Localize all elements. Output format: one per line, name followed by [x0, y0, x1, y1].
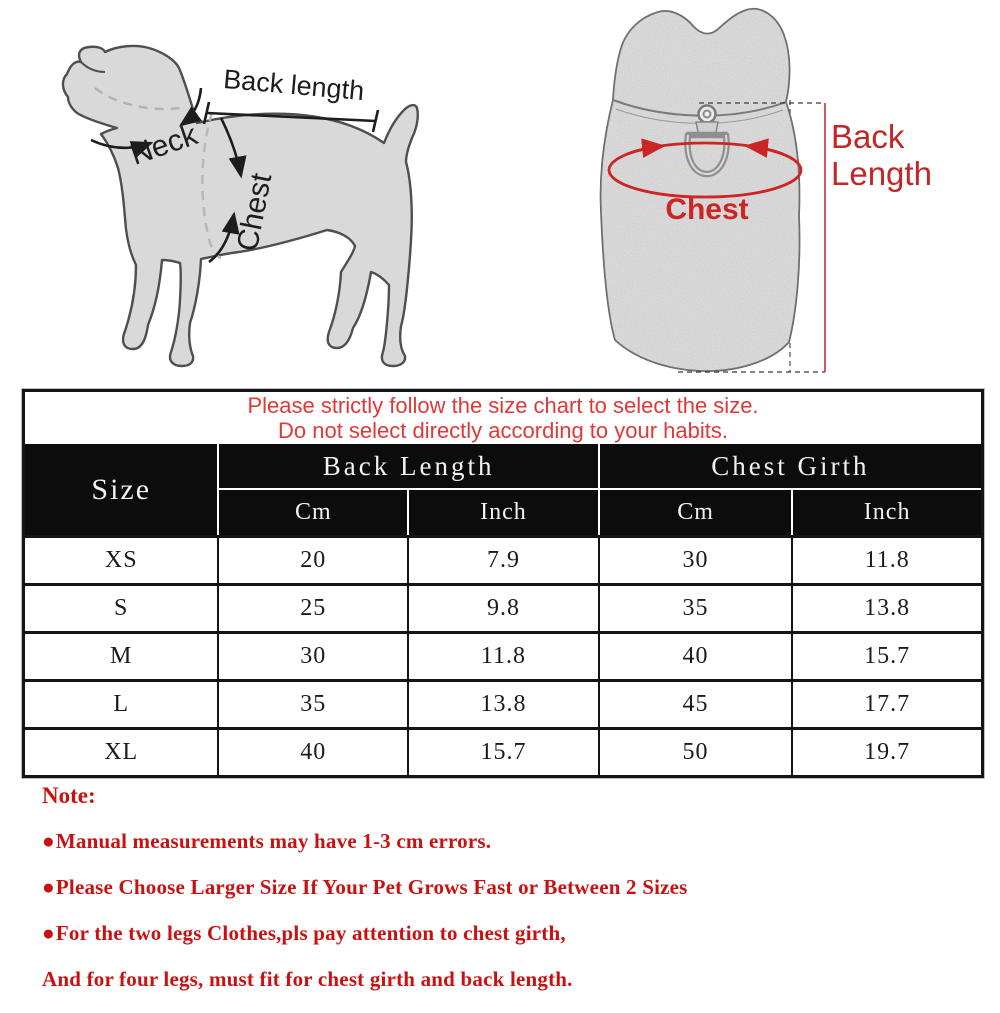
table-cell: 15.7: [409, 730, 598, 775]
table-cell: M: [25, 634, 218, 679]
garment-back-length-label-1: Back: [831, 118, 905, 155]
note-item: ●For the two legs Clothes,pls pay attent…: [42, 921, 972, 946]
table-cell: 40: [599, 634, 792, 679]
back-length-tick-left: [202, 101, 211, 125]
note-text: For the two legs Clothes,pls pay attenti…: [55, 921, 566, 945]
header-chest-inch: Inch: [793, 490, 981, 535]
bullet-icon: ●: [42, 829, 55, 853]
snap-button: [697, 104, 717, 124]
table-cell: 19.7: [793, 730, 981, 775]
back-length-label: Back length: [222, 64, 365, 106]
bullet-icon: ●: [42, 921, 55, 945]
size-chart-table: Please strictly follow the size chart to…: [22, 389, 984, 778]
header-back-length: Back Length: [219, 444, 598, 488]
table-header: Size Back Length Chest Girth Cm Inch Cm …: [25, 444, 981, 535]
table-cell: 9.8: [409, 586, 598, 631]
table-cell: 15.7: [793, 634, 981, 679]
table-cell: 40: [219, 730, 408, 775]
neck-arrow-right: [178, 87, 203, 127]
header-back-inch: Inch: [409, 490, 598, 535]
notes-title: Note:: [42, 783, 96, 808]
chest-arrow-down: [219, 117, 247, 179]
vest-texture: [600, 8, 800, 372]
header-size: Size: [25, 444, 218, 535]
table-cell: 13.8: [793, 586, 981, 631]
note-text: Please Choose Larger Size If Your Pet Gr…: [55, 875, 688, 899]
table-cell: 11.8: [793, 538, 981, 583]
table-cell: L: [25, 682, 218, 727]
chest-arrow-up: [208, 211, 240, 264]
note-text: Manual measurements may have 1-3 cm erro…: [55, 829, 492, 853]
back-length-line: [206, 111, 377, 123]
chest-dashed-guide: [201, 111, 222, 260]
table-cell: XS: [25, 538, 218, 583]
table-cell: 11.8: [409, 634, 598, 679]
snap-button-center: [702, 109, 712, 119]
note-item: ●Manual measurements may have 1-3 cm err…: [42, 829, 972, 854]
garment-measurement-diagram: Chest Back Length: [599, 7, 932, 373]
table-cell: 13.8: [409, 682, 598, 727]
size-warning: Please strictly follow the size chart to…: [25, 392, 981, 444]
note-item: ●Please Choose Larger Size If Your Pet G…: [42, 875, 972, 900]
table-cell: 35: [599, 586, 792, 631]
table-cell: 20: [219, 538, 408, 583]
back-length-tick-right: [371, 109, 380, 133]
table-cell: 50: [599, 730, 792, 775]
chest-arrow-left: [626, 138, 666, 158]
header-chest-cm: Cm: [599, 490, 792, 535]
header-back-cm: Cm: [219, 490, 408, 535]
chest-girth-ellipse: [607, 141, 803, 199]
dog-ear-line: [80, 61, 106, 73]
size-warning-line2: Do not select directly according to your…: [277, 418, 728, 443]
dring-highlight: [686, 134, 728, 176]
table-cell: 7.9: [409, 538, 598, 583]
table-body: XS 20 7.9 30 11.8 S 25 9.8 35 13.8 M 30 …: [25, 535, 981, 775]
table-cell: 25: [219, 586, 408, 631]
table-cell: XL: [25, 730, 218, 775]
size-warning-line1: Please strictly follow the size chart to…: [247, 393, 759, 418]
header-chest-girth: Chest Girth: [599, 444, 981, 488]
garment-chest-label: Chest: [665, 193, 748, 226]
note-text: And for four legs, must fit for chest gi…: [42, 967, 573, 991]
table-cell: 30: [219, 634, 408, 679]
notes-section: Note: ●Manual measurements may have 1-3 …: [42, 783, 972, 1013]
dog-measurement-diagram: Back length Neck Chest: [61, 44, 419, 368]
table-cell: 45: [599, 682, 792, 727]
garment-back-length-label-2: Length: [831, 155, 932, 192]
neck-arrow-left: [90, 138, 154, 159]
bullet-icon: ●: [42, 875, 55, 899]
chest-arrow-right: [744, 138, 784, 158]
table-cell: S: [25, 586, 218, 631]
neck-dashed-guide: [94, 87, 181, 111]
table-cell: 35: [219, 682, 408, 727]
table-cell: 17.7: [793, 682, 981, 727]
note-footer: And for four legs, must fit for chest gi…: [42, 967, 972, 992]
table-cell: 30: [599, 538, 792, 583]
